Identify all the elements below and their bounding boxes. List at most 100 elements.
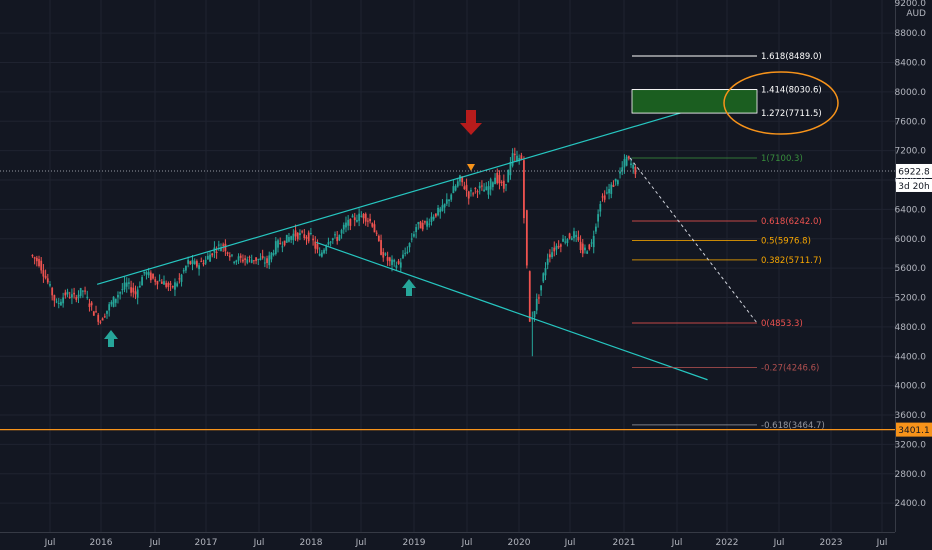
candle-body [509,162,512,176]
candle-body [165,282,168,287]
candle-body [163,281,165,285]
candle-body [404,252,407,254]
candle-body [625,156,628,166]
candle-body [424,221,426,223]
candle-body [132,287,135,293]
candle-body [274,241,277,254]
candle-body [382,251,385,258]
time-tick-label: 2023 [820,538,843,548]
candle-body [573,231,575,239]
candle-body [55,301,58,303]
candle-body [487,186,490,195]
time-tick-label: Jul [355,538,367,548]
candle-body [51,287,54,296]
price-axis[interactable]: 9200.0 AUD 2400.0 2800.0 3200.0 3600.0 4000.… [895,0,927,532]
candle-body [75,297,78,300]
time-tick-label: 2021 [613,538,636,548]
candle-body [463,186,466,190]
candle-body [380,240,382,255]
candle-body [288,237,290,242]
price-tick-label: 5200.0 [895,294,927,304]
candle-body [340,230,343,234]
candle-body [189,261,192,265]
price-tick-label: 2400.0 [895,499,927,509]
candle-body [619,171,621,174]
candle-body [331,238,334,241]
candle-body [621,167,624,172]
candle-body [103,316,106,318]
candle-body [428,223,431,225]
time-tick-label: Jul [671,538,683,548]
candle-body [623,159,626,168]
candle-body [430,216,433,222]
grid-lines [0,0,895,532]
candle-body [202,262,205,265]
candle-body [128,282,130,284]
arrow-up-icon [402,279,416,296]
candle-body [437,207,439,216]
target-zone[interactable] [631,89,758,114]
time-tick-label: Jul [876,538,888,548]
candle-body [459,175,461,182]
candle-body [222,244,225,246]
candle-body [338,234,341,241]
candle-body [217,244,220,246]
candle-body [555,245,558,250]
candle-body [494,177,496,185]
candle-body [408,243,411,248]
candle-body [106,310,108,314]
candle-body [441,205,444,211]
candle-body [44,275,47,279]
fib-level-label: 1.414(8030.6) [761,86,822,96]
candle-body [169,283,172,285]
candle-body [110,301,113,305]
time-tick-label: Jul [44,538,56,548]
candle-body [174,282,176,290]
candle-body [373,224,376,233]
candle-body [439,208,442,213]
price-tick-label: 5600.0 [895,264,927,274]
candle-body [327,242,330,245]
current-price-tag [896,163,932,178]
lower-trendline[interactable] [316,241,708,381]
candle-body [419,221,422,229]
upper-trendline[interactable] [96,100,720,285]
candle-body [285,234,288,243]
candle-body [57,302,60,304]
candle-body [595,226,597,232]
candle-body [257,258,260,260]
candle-body [562,238,564,242]
candle-body [198,265,200,270]
candle-body [42,270,45,277]
candle-body [353,217,356,221]
candle-body [266,258,268,264]
candle-body [634,166,637,175]
candle-body [498,175,501,184]
candle-body [630,163,632,166]
candle-body [283,240,286,246]
candle-body [584,247,586,251]
candle-body [235,260,238,263]
candle-body [239,255,242,258]
candle-body [68,296,71,298]
candle-body [548,254,551,258]
price-tick-label: 3200.0 [895,440,927,450]
time-axis[interactable]: Jul 2016 Jul 2017 Jul 2018 Jul 2019 Jul 2020 Jul 20… [0,532,895,549]
candle-body [53,295,56,301]
candle-body [33,257,36,259]
time-tick-label: 2020 [508,538,531,548]
candle-body [303,234,306,238]
candle-body [73,292,76,295]
candle-body [601,196,604,198]
horizontal-level-value: 3401.1 [898,426,930,436]
candle-body [632,164,635,169]
candle-body [97,314,100,322]
candle-body [358,213,361,221]
candle-body [46,278,49,283]
drawings-layer: 1.618(8489.0) 1.414(8030.6) 1.272(7711.5) 1… [0,52,932,437]
price-tick-label: 4000.0 [895,382,927,392]
candle-body [301,231,304,233]
candle-body [246,259,249,263]
candle-body [586,251,589,254]
